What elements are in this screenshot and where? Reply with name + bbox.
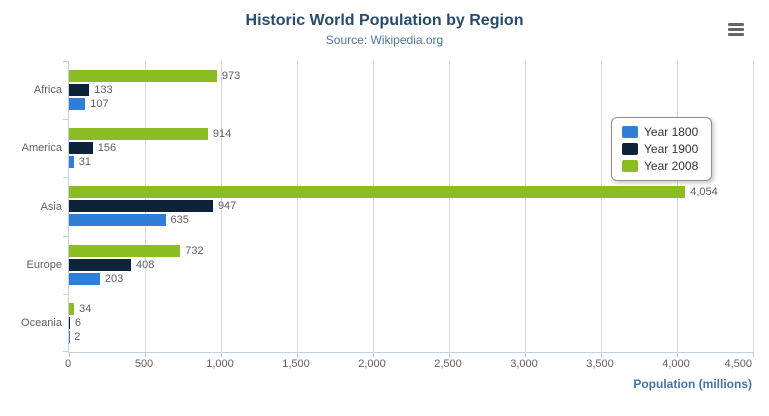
gridline bbox=[753, 61, 754, 352]
x-axis-label: 4,000 bbox=[662, 358, 690, 370]
chart-title: Historic World Population by Region bbox=[245, 12, 524, 29]
x-axis-tick bbox=[145, 352, 146, 357]
x-axis-label: 1,500 bbox=[282, 358, 310, 370]
bar-year-1900-europe[interactable] bbox=[69, 258, 132, 271]
bar-value-label: 947 bbox=[217, 200, 237, 213]
bar-year-1800-europe[interactable] bbox=[69, 272, 100, 285]
bar-year-1900-america[interactable] bbox=[69, 142, 93, 155]
legend-swatch-icon bbox=[622, 126, 638, 138]
bar-value-label: 4,054 bbox=[690, 186, 718, 199]
bar-value-label: 107 bbox=[90, 98, 109, 111]
y-axis-label-europe: Europe bbox=[26, 258, 62, 271]
y-axis-tick bbox=[63, 177, 69, 178]
gridline bbox=[297, 61, 298, 352]
bar-year-2008-africa[interactable] bbox=[69, 70, 217, 83]
category-row-oceania: 34 6 2 bbox=[69, 294, 753, 352]
bar-value-label: 34 bbox=[79, 302, 92, 315]
x-axis-tick bbox=[525, 352, 526, 357]
gridline bbox=[221, 61, 222, 352]
bar-value-label: 635 bbox=[170, 214, 189, 227]
legend-item-year-1900[interactable]: Year 1900 bbox=[622, 142, 711, 156]
legend-item-year-2008[interactable]: Year 2008 bbox=[622, 159, 711, 173]
bar-year-1800-africa[interactable] bbox=[69, 98, 86, 111]
x-axis-label: 3,000 bbox=[510, 358, 538, 370]
plot-area: 973 133 107 914 156 31 4,054 947 635 732 408 203 34 6… bbox=[63, 61, 754, 357]
x-axis-label: 500 bbox=[134, 358, 154, 370]
bar-value-label: 156 bbox=[97, 142, 117, 155]
legend-label: Year 1900 bbox=[644, 142, 699, 156]
legend-swatch-icon bbox=[622, 160, 638, 172]
x-axis-label: 1,000 bbox=[206, 358, 234, 370]
bar-value-label: 31 bbox=[78, 156, 91, 169]
gridline bbox=[677, 61, 678, 352]
bar-value-label: 6 bbox=[74, 316, 82, 329]
x-axis-tick bbox=[297, 352, 298, 357]
x-axis-label: 2,500 bbox=[434, 358, 462, 370]
legend-label: Year 2008 bbox=[644, 159, 699, 173]
x-axis-tick bbox=[69, 352, 70, 357]
category-row-asia: 4,054 947 635 bbox=[69, 177, 753, 235]
category-row-africa: 973 133 107 bbox=[69, 61, 753, 119]
bar-value-label: 133 bbox=[94, 84, 113, 97]
category-row-america: 914 156 31 bbox=[69, 119, 753, 177]
legend-item-year-1800[interactable]: Year 1800 bbox=[622, 125, 711, 139]
y-axis-tick bbox=[63, 61, 69, 62]
bar-year-1800-asia[interactable] bbox=[69, 214, 166, 227]
x-axis-label: 2,000 bbox=[358, 358, 386, 370]
y-axis-label-america: America bbox=[21, 142, 62, 155]
bar-value-label: 408 bbox=[136, 258, 155, 271]
bar-year-2008-oceania[interactable] bbox=[69, 302, 75, 315]
chart-subtitle: Source: Wikipedia.org bbox=[325, 33, 444, 47]
bar-value-label: 732 bbox=[185, 244, 204, 257]
bar-year-2008-europe[interactable] bbox=[69, 244, 181, 257]
legend-label: Year 1800 bbox=[644, 125, 699, 139]
bar-value-label: 914 bbox=[212, 128, 232, 141]
x-axis-label: 4,500 bbox=[724, 358, 752, 370]
x-axis-label: 0 bbox=[64, 358, 72, 370]
gridline bbox=[525, 61, 526, 352]
y-axis-tick bbox=[63, 236, 69, 237]
x-axis-tick bbox=[753, 352, 754, 357]
bar-value-label: 203 bbox=[104, 272, 124, 285]
y-axis-tick bbox=[63, 351, 69, 352]
x-axis-tick bbox=[449, 352, 450, 357]
y-axis-tick bbox=[63, 294, 69, 295]
bar-year-1800-america[interactable] bbox=[69, 156, 74, 169]
bar-value-label: 2 bbox=[74, 330, 81, 343]
x-axis-label: 3,500 bbox=[586, 358, 614, 370]
x-axis-tick bbox=[677, 352, 678, 357]
bar-year-2008-asia[interactable] bbox=[69, 186, 686, 199]
x-axis-tick bbox=[601, 352, 602, 357]
gridline bbox=[373, 61, 374, 352]
category-row-europe: 732 408 203 bbox=[69, 236, 753, 294]
gridline bbox=[601, 61, 602, 352]
y-axis-label-asia: Asia bbox=[40, 200, 62, 213]
bar-year-1900-africa[interactable] bbox=[69, 84, 90, 97]
legend: Year 1800 Year 1900 Year 2008 bbox=[611, 117, 712, 181]
x-axis-tick bbox=[373, 352, 374, 357]
x-axis-title: Population (millions) bbox=[633, 377, 752, 391]
export-menu-button[interactable] bbox=[728, 20, 748, 38]
bar-year-1900-oceania[interactable] bbox=[69, 316, 70, 329]
y-axis-label-africa: Africa bbox=[33, 84, 62, 97]
bar-value-label: 973 bbox=[221, 70, 241, 83]
bar-year-2008-america[interactable] bbox=[69, 128, 208, 141]
legend-swatch-icon bbox=[622, 143, 638, 155]
gridline bbox=[449, 61, 450, 352]
x-axis-tick bbox=[221, 352, 222, 357]
y-axis-tick bbox=[63, 119, 69, 120]
bar-year-1900-asia[interactable] bbox=[69, 200, 213, 213]
y-axis-label-oceania: Oceania bbox=[21, 316, 62, 329]
